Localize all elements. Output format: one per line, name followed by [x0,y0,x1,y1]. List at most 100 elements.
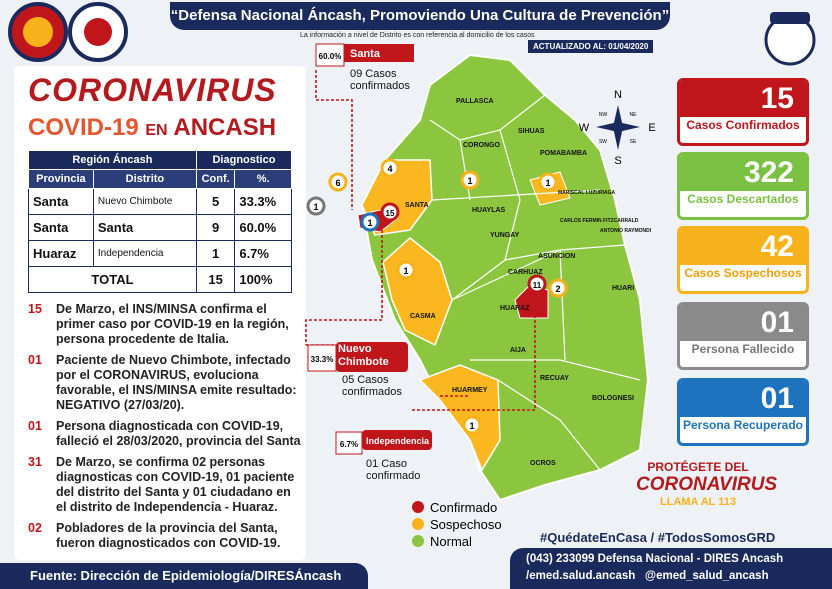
stat-card: 01 Persona Fallecido [677,302,809,370]
headline-part: EN [145,122,168,139]
province-label: HUARAZ [500,305,530,312]
callout-percent: 33.3% [311,355,334,364]
hashtags: #QuédateEnCasa / #TodosSomosGRD [540,530,776,545]
pin-label: 15 [386,209,395,218]
pin-label: 1 [469,421,474,431]
pin [538,172,558,192]
province-label: CARHUAZ [508,269,543,276]
td: 1 [195,240,236,267]
pin-label: 1 [313,202,318,212]
province-label: PALLASCA [456,98,494,105]
stat-label: Casos Descartados [687,192,799,206]
province-label: CORONGO [463,142,501,149]
mascot-hat [770,12,810,24]
pin [548,278,568,298]
province-label: OCROS [530,460,556,467]
td: Huaraz [28,240,94,267]
pin-label: 11 [533,281,542,290]
note-text: De Marzo, se confirma 02 personas diagno… [56,455,295,514]
note-date: 02 [28,521,42,535]
pin-label: 1 [467,176,472,186]
province-label: AIJA [510,347,526,354]
note-text: De Marzo, el INS/MINSA confirma el prime… [56,302,289,346]
logo-inner [84,18,112,46]
pin [328,172,348,192]
th: Diagnostico [195,150,293,170]
pin [396,260,416,280]
td: 9 [195,214,236,241]
compass-label: W [579,122,590,134]
compass-label: S [614,155,621,167]
callout-text-box: 05 Casos confirmados [342,374,402,398]
td: Nuevo Chimbote [92,188,197,215]
pin [460,170,480,190]
pin-label: 2 [555,284,560,294]
legend-label: Sospechoso [430,517,502,532]
headline-part: ANCASH [173,114,277,141]
pin [527,274,547,294]
pin-label: 6 [335,178,340,188]
table-row: TOTAL 15 100% [28,266,292,293]
callout-name-box: Nuevo Chimbote [338,343,389,368]
table-row: Provincia Distrito Conf.%. [28,169,292,189]
compass-label: NW [599,112,608,118]
callout-name: Santa [350,48,381,60]
compass-needle [596,122,640,132]
legend-label: Confirmado [430,500,497,515]
compass-label: N [614,89,622,101]
callout-text: 09 Casos confirmados [350,68,410,92]
facebook: /emed.salud.ancash [526,570,636,582]
stat-value: 322 [680,155,806,191]
stat-value: 42 [680,229,806,265]
province-label: RECUAY [540,375,569,382]
province-label: YUNGAY [490,232,520,239]
province-label: SANTA [405,202,429,209]
callout: 33.3% Nuevo Chimbote 05 Casos confirmado… [307,342,408,398]
stat-value: 15 [680,81,806,117]
logo-inner [23,17,53,47]
province-label: SIHUAS [518,128,545,135]
province-label: POMABAMBA [540,150,587,157]
protect-line: LLAMA AL 113 [660,496,736,508]
twitter: @emed_salud_ancash [644,570,769,582]
stat-card: 01 Persona Recuperado [677,378,809,446]
pin [306,196,326,216]
headline-part: COVID-19 [28,114,139,141]
compass-label: SW [599,139,607,145]
callout-box [344,44,414,62]
stat-label: Persona Recuperado [682,418,804,432]
province-label: HUARMEY [452,387,488,394]
phone: (043) 233099 Defensa Nacional - DIRES An… [526,553,784,565]
province-label: CARLOS FERMIN FITZCARRALD [560,218,639,224]
compass: N S E W NW NE SW SE [579,89,656,167]
province-huarmey [418,364,501,472]
stat-label: Persona Fallecido [691,342,795,356]
pin-label: 4 [387,164,392,174]
legend: Confirmado Sospechoso Normal [412,500,502,549]
province-label: HUARI [612,285,634,292]
contact: (043) 233099 Defensa Nacional - DIRES An… [510,548,832,589]
province-label: ASUNCION [538,253,575,260]
pin [380,202,400,222]
th: Región Áncash [28,150,197,170]
note: 01 Persona diagnosticada con COVID-19, fa… [28,419,303,449]
td: 100% [234,266,292,293]
callout: 6.7% Independencia 01 Caso confirmado [335,430,432,482]
callout-box [362,430,432,450]
stat-value: 01 [680,381,806,417]
headline: CORONAVIRUS [28,72,277,108]
note-date: 15 [28,302,42,316]
callout: 60.0% Santa 09 Casos confirmados [315,43,414,92]
province-label: HUAYLAS [472,207,506,214]
legend-swatch [412,518,424,530]
legend-swatch [412,535,424,547]
note: 02 Pobladores de la provincia del Santa, … [28,521,303,551]
note: 15 De Marzo, el INS/MINSA confirma el pri… [28,302,303,347]
province-labels: PALLASCA CORONGO SIHUAS POMABAMBA SANTA … [405,98,652,467]
callout-name: Nuevo Chimbote [338,343,389,368]
note: 31 De Marzo, se confirma 02 personas diag… [28,455,303,515]
